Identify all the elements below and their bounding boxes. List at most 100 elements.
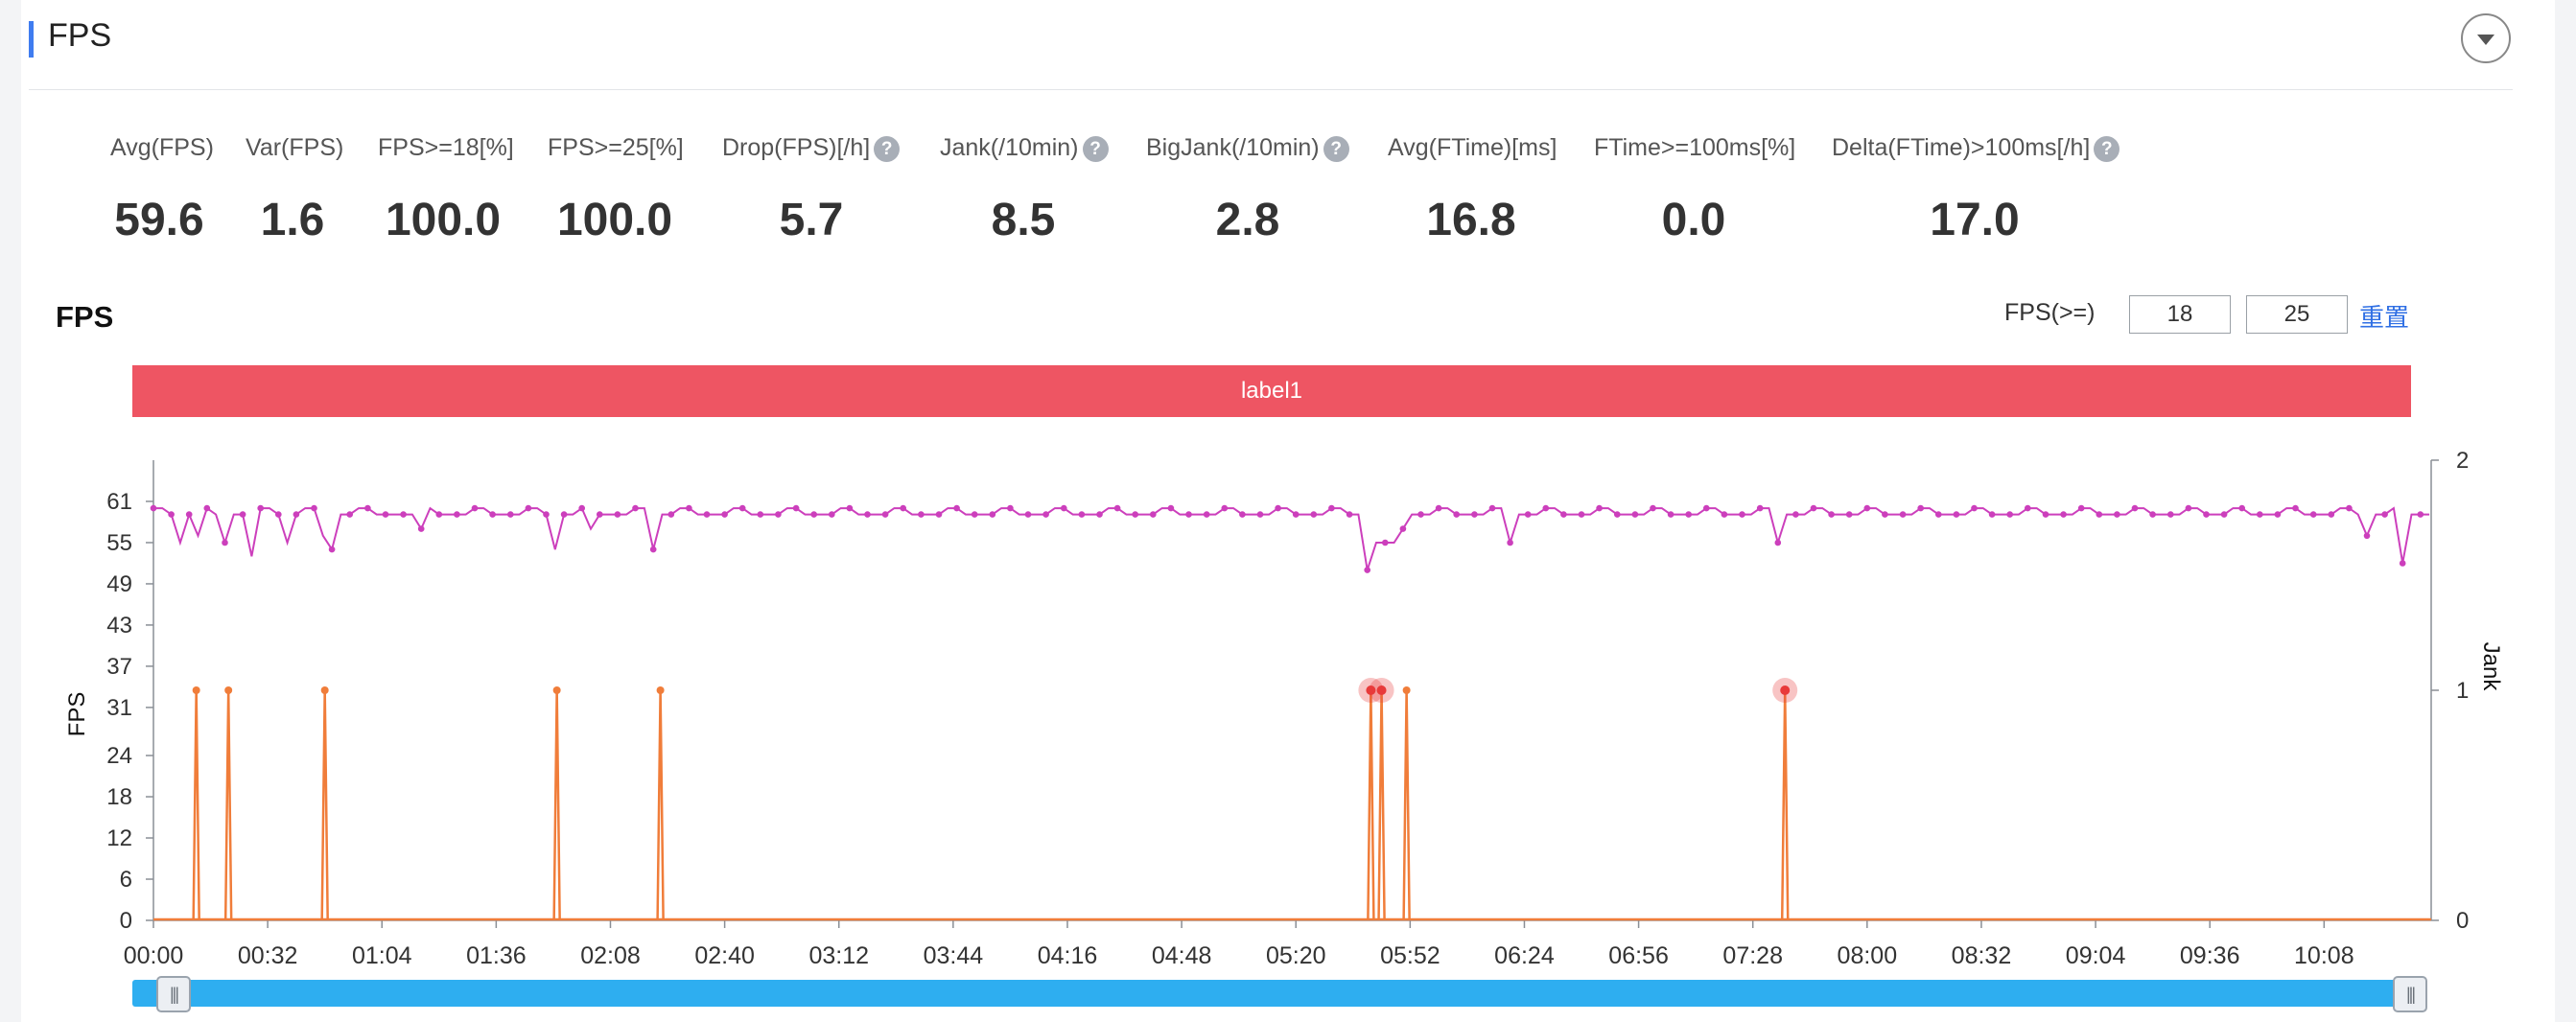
fps-point (1113, 504, 1121, 512)
fps-point (881, 511, 889, 518)
fps-point (1453, 511, 1460, 518)
y-tick-label: 55 (106, 530, 132, 556)
fps-point (2042, 511, 2049, 518)
fps-point (293, 511, 300, 518)
collapse-toggle-icon[interactable] (2461, 13, 2511, 63)
fps-point (2131, 504, 2139, 512)
label-band[interactable]: label1 (132, 365, 2411, 417)
fps-point (1364, 567, 1370, 573)
jank-spike (552, 689, 561, 920)
fps-point (1382, 539, 1389, 546)
x-tick-label: 06:56 (1608, 942, 1669, 969)
fps-threshold-input-2[interactable] (2246, 295, 2348, 334)
x-tick-label: 01:36 (466, 942, 527, 969)
x-tick-label: 08:00 (1838, 942, 1898, 969)
fps-point (1828, 511, 1835, 518)
jank-spike (192, 689, 200, 920)
y-right-tick-label: 0 (2456, 908, 2469, 934)
stat-value-drop-fps: 5.7 (779, 195, 844, 245)
fps-point (597, 511, 603, 518)
help-icon[interactable]: ? (874, 135, 901, 162)
fps-point (1935, 511, 1942, 518)
fps-point (1221, 504, 1229, 512)
stat-label-avg-fps: Avg(FPS) (110, 134, 214, 161)
fps-point (1007, 504, 1014, 512)
fps-point (2328, 511, 2335, 518)
fps-point (1328, 504, 1335, 512)
help-icon[interactable]: ? (1082, 135, 1109, 162)
fps-point (2417, 511, 2424, 518)
stat-label-drop-fps: Drop(FPS)[/h]? (722, 134, 901, 162)
fps-point (1203, 511, 1210, 518)
slider-right-handle[interactable]: ||| (2393, 976, 2427, 1012)
stat-value-var-fps: 1.6 (260, 195, 325, 245)
fps-point (1739, 511, 1745, 518)
fps-threshold-input-1[interactable] (2129, 295, 2231, 334)
stat-label-avg-ftime: Avg(FTime)[ms] (1388, 134, 1557, 161)
stat-value-bigjank: 2.8 (1215, 195, 1280, 245)
fps-point (846, 504, 854, 512)
x-tick-label: 01:04 (352, 942, 412, 969)
fps-point (2006, 511, 2013, 518)
grip-icon: ||| (169, 985, 179, 1004)
slider-left-handle[interactable]: ||| (156, 976, 191, 1012)
fps-point (1399, 525, 1407, 532)
fps-point (1845, 511, 1853, 518)
help-icon[interactable]: ? (2094, 135, 2120, 162)
zoom-slider-track[interactable] (132, 980, 2411, 1007)
fps-point (721, 511, 728, 518)
fps-point (1667, 511, 1674, 518)
fps-point (578, 504, 585, 512)
jank-point-highlighted (1366, 685, 1376, 695)
jank-point-highlighted (1780, 685, 1791, 695)
fps-point (918, 511, 925, 518)
fps-point (1346, 511, 1353, 518)
x-tick-label: 03:44 (924, 942, 984, 969)
fps-point (257, 504, 265, 512)
reset-link[interactable]: 重置 (2359, 303, 2410, 332)
x-tick-label: 09:04 (2066, 942, 2126, 969)
stat-label-var-fps: Var(FPS) (246, 134, 344, 161)
jank-spike (1377, 689, 1386, 920)
fps-point (703, 511, 711, 518)
fps-point (525, 504, 532, 512)
y-tick-label: 37 (106, 654, 132, 680)
fps-point (1185, 511, 1192, 518)
x-tick-label: 00:00 (124, 942, 184, 969)
fps-point (1488, 504, 1496, 512)
fps-point (810, 511, 817, 518)
jank-spike (223, 689, 233, 920)
x-tick-label: 03:12 (808, 942, 869, 969)
y-tick-label: 18 (106, 784, 132, 810)
x-tick-label: 05:20 (1266, 942, 1326, 969)
fps-point (829, 511, 835, 518)
fps-point (185, 511, 193, 518)
fps-point (667, 511, 675, 518)
x-tick-label: 07:28 (1722, 942, 1783, 969)
fps-point (1560, 511, 1567, 518)
fps-point (900, 504, 906, 512)
fps-point (1953, 511, 1960, 518)
fps-point (2274, 511, 2282, 518)
help-icon[interactable]: ? (1323, 135, 1349, 162)
fps-point (1882, 511, 1888, 518)
fps-point (2363, 532, 2371, 540)
fps-point (632, 504, 639, 512)
fps-point (1507, 539, 1513, 546)
fps-point (2203, 511, 2210, 518)
fps-point (1150, 511, 1157, 518)
fps-point (1471, 511, 1478, 518)
fps-point (1685, 511, 1692, 518)
fps-point (1239, 511, 1246, 518)
y-tick-label: 61 (106, 489, 132, 515)
y-tick-label: 31 (106, 695, 132, 721)
stat-label-fps-25: FPS>=25[%] (548, 134, 684, 161)
jank-spike (1780, 689, 1790, 920)
y-tick-label: 0 (120, 908, 132, 934)
fps-point (150, 504, 157, 512)
fps-point (1096, 511, 1103, 518)
fps-point (471, 504, 479, 512)
y-tick-label: 24 (106, 743, 132, 769)
y-axis-title: FPS (64, 692, 90, 737)
